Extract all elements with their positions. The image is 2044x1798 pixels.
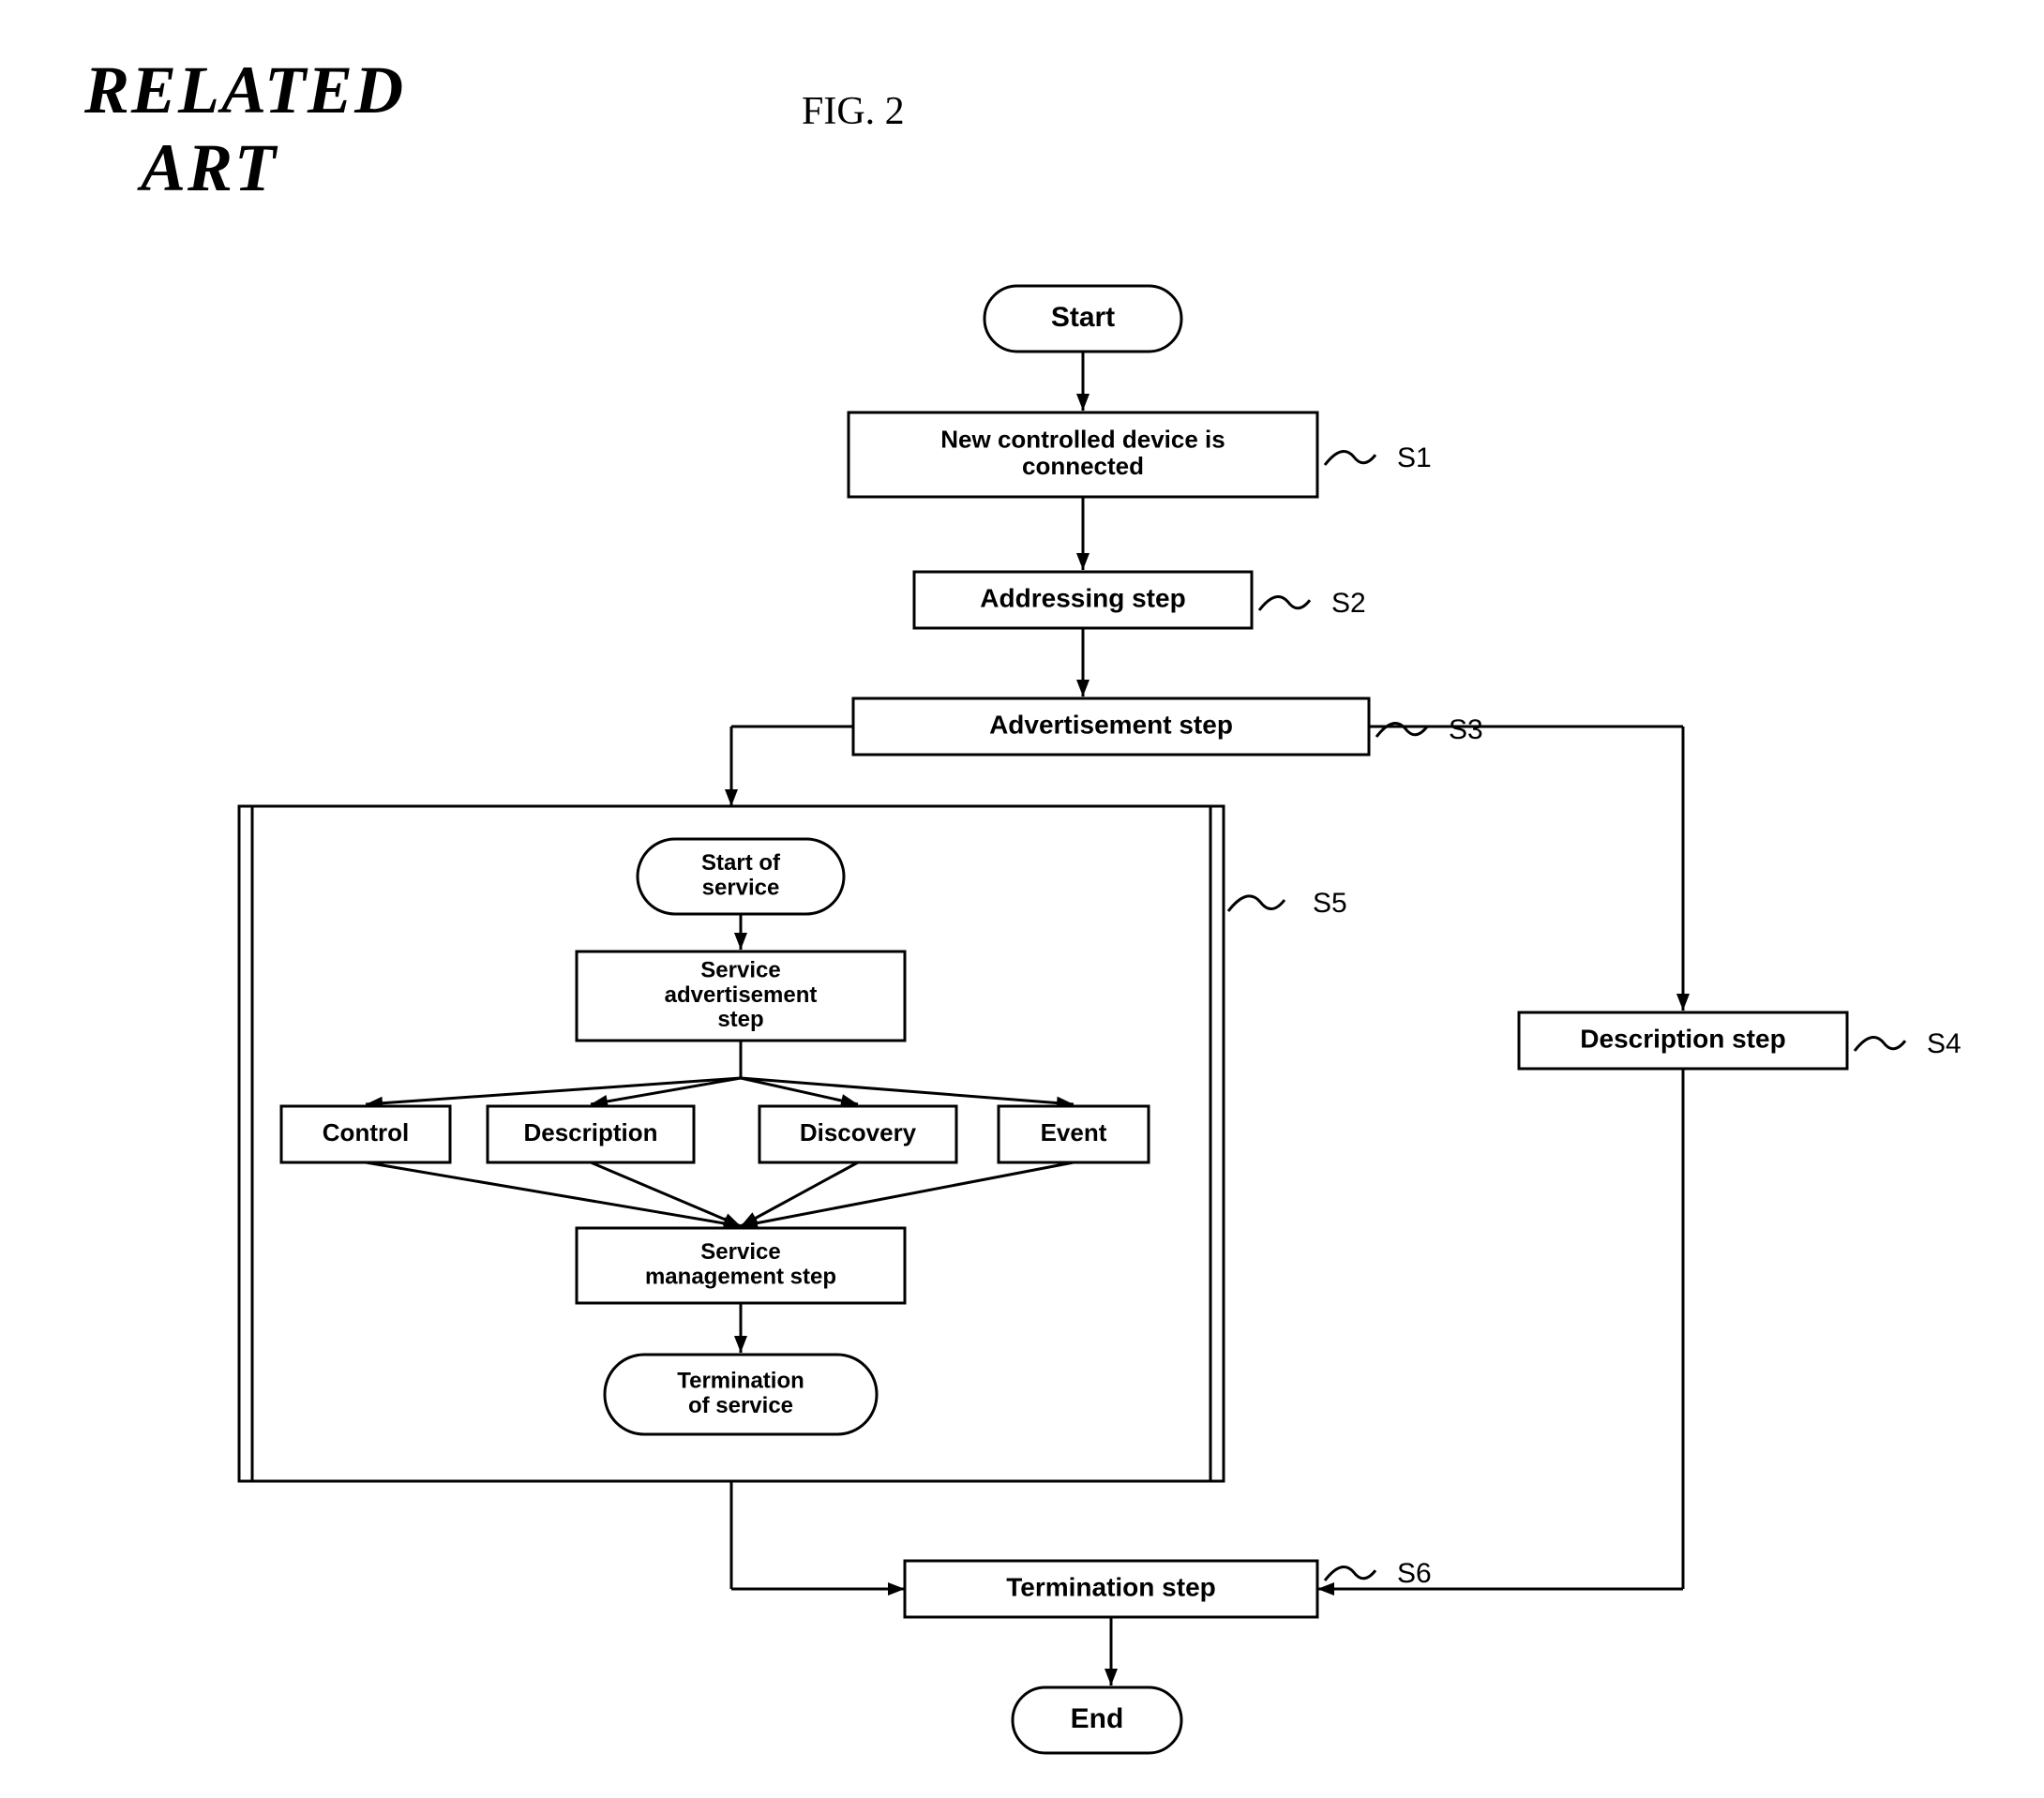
svg-text:S1: S1 <box>1397 442 1432 473</box>
svg-text:connected: connected <box>1022 452 1144 480</box>
svg-text:Service: Service <box>700 957 780 982</box>
handwritten-line-2: ART <box>84 130 278 205</box>
svg-text:S6: S6 <box>1397 1558 1432 1589</box>
svg-text:End: End <box>1071 1703 1124 1734</box>
page: RELATED ART FIG. 2 Start New controlled d… <box>0 0 2044 1798</box>
svg-text:Start: Start <box>1051 302 1115 333</box>
svg-text:S4: S4 <box>1927 1028 1961 1059</box>
svg-text:step: step <box>717 1007 763 1032</box>
svg-text:service: service <box>702 876 780 901</box>
svg-text:New controlled device is: New controlled device is <box>940 426 1225 454</box>
svg-text:Start of: Start of <box>701 850 781 876</box>
svg-text:Event: Event <box>1041 1118 1107 1146</box>
handwritten-line-1: RELATED <box>84 52 405 127</box>
svg-text:management step: management step <box>645 1265 836 1290</box>
svg-text:S3: S3 <box>1449 714 1483 745</box>
svg-text:Termination step: Termination step <box>1006 1572 1216 1601</box>
figure-title: FIG. 2 <box>802 89 905 134</box>
svg-text:S5: S5 <box>1313 888 1347 919</box>
svg-text:Control: Control <box>323 1118 409 1146</box>
svg-text:Addressing step: Addressing step <box>980 583 1185 612</box>
svg-text:of service: of service <box>688 1393 793 1418</box>
svg-text:Termination: Termination <box>677 1369 804 1394</box>
flowchart: Start New controlled device isconnected Ad… <box>0 0 2044 1798</box>
svg-text:Discovery: Discovery <box>800 1118 917 1146</box>
svg-text:Service: Service <box>700 1239 780 1265</box>
svg-text:S2: S2 <box>1331 588 1366 619</box>
svg-text:Advertisement step: Advertisement step <box>989 710 1233 739</box>
svg-text:Description step: Description step <box>1580 1024 1785 1053</box>
svg-text:advertisement: advertisement <box>665 982 818 1008</box>
svg-text:Description: Description <box>523 1118 657 1146</box>
handwritten-note: RELATED ART <box>84 52 405 207</box>
